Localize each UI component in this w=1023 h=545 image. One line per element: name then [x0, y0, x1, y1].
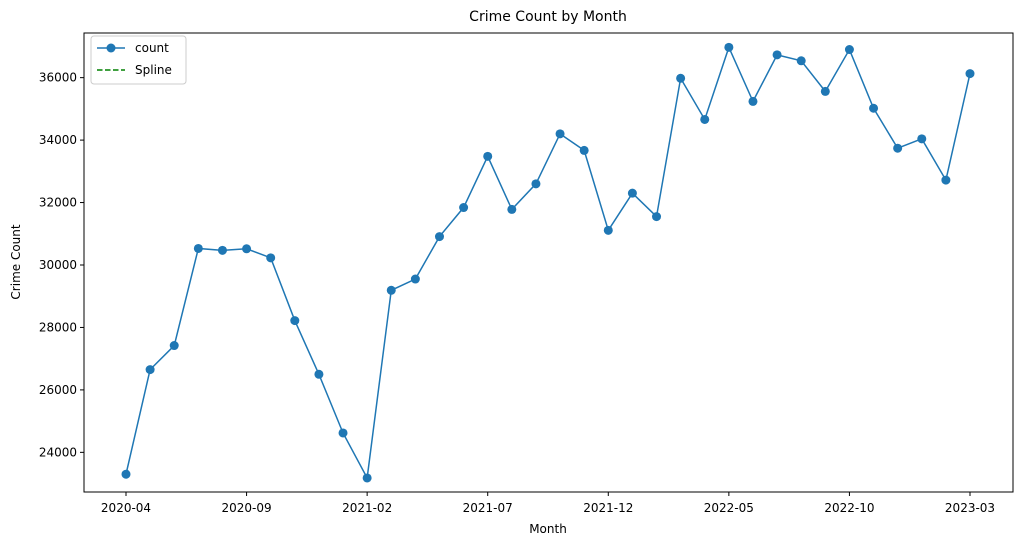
- data-point[interactable]: 2021-02: 23180: [362, 473, 372, 483]
- data-point[interactable]: 2022-10: 36900: [844, 45, 854, 55]
- x-axis-title: Month: [529, 522, 567, 536]
- y-tick-label: 24000: [39, 445, 77, 459]
- data-point[interactable]: 2021-11: 33670: [579, 145, 589, 155]
- y-tick-label: 28000: [39, 320, 77, 334]
- data-point[interactable]: 2021-04: 29550: [410, 274, 420, 284]
- data-point[interactable]: 2022-11: 35020: [869, 103, 879, 113]
- y-tick-label: 36000: [39, 71, 77, 85]
- data-point[interactable]: 2022-06: 35240: [748, 96, 758, 106]
- data-point[interactable]: 2020-07: 30530: [193, 243, 203, 253]
- y-tick-label: 32000: [39, 196, 77, 210]
- data-point[interactable]: 2021-05: 30910: [434, 232, 444, 242]
- data-point[interactable]: 2020-10: 30230: [266, 253, 276, 263]
- y-axis: 24000 26000 28000 30000 32000 34000 36000: [39, 71, 84, 459]
- data-point[interactable]: 2020-12: 26500: [314, 369, 324, 379]
- legend-label-count: count: [135, 41, 169, 55]
- series-line-count: [125, 45, 971, 481]
- data-point[interactable]: 2021-01: 24620: [338, 428, 348, 438]
- data-point[interactable]: 2023-01: 34040: [917, 134, 927, 144]
- data-point[interactable]: 2022-08: 36540: [796, 56, 806, 66]
- data-point[interactable]: 2021-09: 32600: [531, 179, 541, 189]
- data-point[interactable]: 2020-04: 23300: [121, 469, 131, 479]
- data-point[interactable]: 2022-01: 32300: [627, 188, 637, 198]
- x-tick-label: 2022-10: [824, 501, 874, 515]
- y-tick-label: 34000: [39, 133, 77, 147]
- x-tick-label: 2021-07: [463, 501, 513, 515]
- data-point[interactable]: 2022-02: 31550: [652, 212, 662, 222]
- x-tick-label: 2021-12: [583, 501, 633, 515]
- data-point[interactable]: 2020-08: 30470: [217, 245, 227, 255]
- x-tick-label: 2020-09: [222, 501, 272, 515]
- data-point[interactable]: 2022-12: 33740: [893, 143, 903, 153]
- series-layer: 2020-04: 23300 2020-05: 26650 2020-06: 274…: [121, 42, 975, 483]
- legend-label-spline: Spline: [135, 63, 172, 77]
- y-axis-title: Crime Count: [9, 224, 23, 299]
- legend: count Spline: [90, 35, 187, 85]
- data-point[interactable]: 2022-05: 36970: [724, 42, 734, 52]
- data-point[interactable]: 2023-02: 32720: [941, 175, 951, 185]
- data-point[interactable]: 2022-03: 35980: [676, 73, 686, 83]
- data-point[interactable]: 2023-03: 36130: [965, 69, 975, 79]
- data-point[interactable]: 2020-05: 26650: [145, 365, 155, 375]
- plot-area-border: [83, 32, 1014, 493]
- x-axis: 2020-04 2020-09 2021-02 2021-07 2021-12 2022-…: [101, 492, 995, 515]
- data-point[interactable]: 2020-09: 30520: [242, 244, 252, 254]
- data-point[interactable]: 2021-03: 29190: [386, 285, 396, 295]
- data-point[interactable]: 2021-10: 34200: [555, 129, 565, 139]
- x-tick-label: 2022-05: [704, 501, 754, 515]
- data-point[interactable]: 2020-06: 27420: [169, 341, 179, 351]
- y-tick-label: 30000: [39, 258, 77, 272]
- x-tick-label: 2021-02: [342, 501, 392, 515]
- legend-count-marker-icon: [106, 43, 116, 53]
- y-tick-label: 26000: [39, 383, 77, 397]
- data-point[interactable]: 2022-07: 36730: [772, 50, 782, 60]
- data-point[interactable]: 2020-11: 28220: [290, 316, 300, 326]
- x-tick-label: 2020-04: [101, 501, 151, 515]
- x-tick-label: 2023-03: [945, 501, 995, 515]
- data-point[interactable]: 2022-09: 35560: [820, 86, 830, 96]
- axes-frame: [83, 32, 1014, 493]
- data-point[interactable]: 2021-06: 31840: [459, 203, 469, 213]
- data-point[interactable]: 2021-07: 33480: [483, 151, 493, 161]
- data-point[interactable]: 2021-12: 31110: [603, 225, 613, 235]
- data-point[interactable]: 2021-08: 31780: [507, 204, 517, 214]
- chart-title: Crime Count by Month: [469, 9, 627, 25]
- data-point[interactable]: 2022-04: 34660: [700, 114, 710, 124]
